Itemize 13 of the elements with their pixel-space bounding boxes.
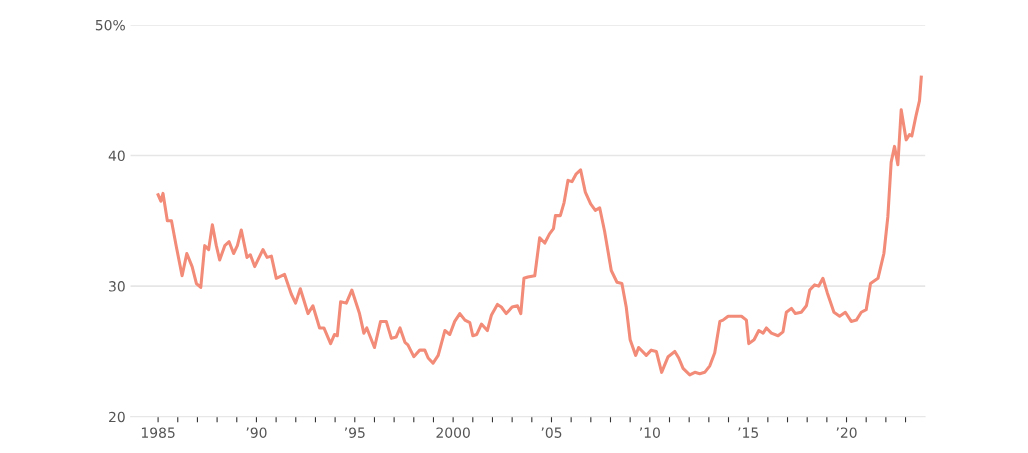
x-tick-label: 1985 [141, 427, 175, 438]
x-tick-label: ’05 [541, 427, 562, 438]
x-tick-label: ’90 [246, 427, 267, 438]
y-tick-label: 40 [108, 150, 125, 161]
x-tick-label: 2000 [436, 427, 470, 438]
x-tick-label: ’15 [738, 427, 759, 438]
y-tick-label: 50% [95, 19, 125, 31]
x-tick-label: ’95 [344, 427, 365, 438]
y-tick-label: 30 [109, 281, 125, 292]
x-tick-label: ’20 [836, 427, 857, 438]
line-series [156, 75, 923, 377]
y-tick-label: 20 [109, 411, 125, 423]
x-tick-label: ’10 [639, 427, 660, 438]
